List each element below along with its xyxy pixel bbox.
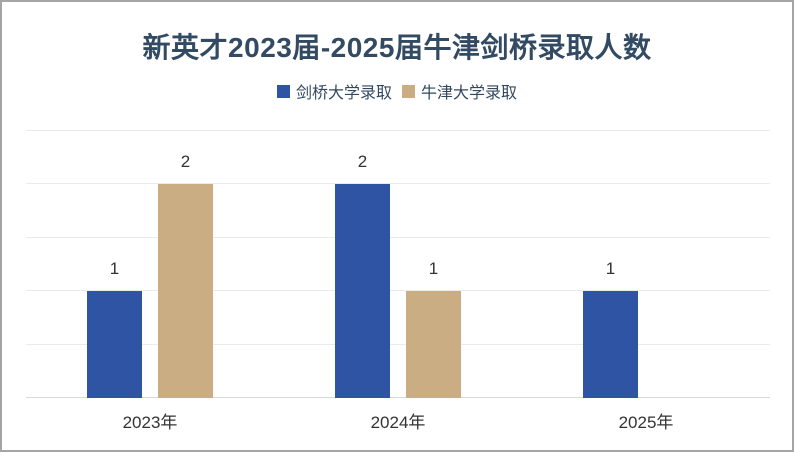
legend-label: 牛津大学录取 xyxy=(421,85,518,102)
legend-swatch-icon xyxy=(402,84,415,98)
bar-value-label: 1 xyxy=(109,259,120,279)
legend-label: 剑桥大学录取 xyxy=(295,85,392,102)
bar-value-label: 1 xyxy=(605,259,616,279)
bar-value-label: 1 xyxy=(428,259,439,279)
bar-value-label: 2 xyxy=(180,152,191,172)
bar-2024年-牛津大学录取[interactable] xyxy=(406,291,461,398)
gridline xyxy=(26,183,770,185)
bar-2024年-剑桥大学录取[interactable] xyxy=(335,184,390,398)
legend-item-1[interactable]: 牛津大学录取 xyxy=(402,79,517,103)
x-axis-label: 2023年 xyxy=(122,413,178,432)
legend-item-0[interactable]: 剑桥大学录取 xyxy=(276,79,392,103)
bar-2023年-牛津大学录取[interactable] xyxy=(158,184,213,398)
plot-area: 1 2 2 1 1 xyxy=(26,130,770,398)
legend-swatch-icon xyxy=(276,84,290,98)
x-axis-label: 2024年 xyxy=(370,413,426,432)
x-axis-line xyxy=(26,397,770,398)
chart-title: 新英才2023届-2025届牛津剑桥录取人数 xyxy=(142,32,652,63)
chart-legend: 剑桥大学录取 牛津大学录取 xyxy=(2,79,792,103)
gridline xyxy=(26,130,770,131)
bar-value-label: 2 xyxy=(357,152,368,172)
gridline xyxy=(26,290,770,292)
x-axis-label: 2025年 xyxy=(618,413,674,432)
gridline xyxy=(26,236,770,238)
bar-2025年-剑桥大学录取[interactable] xyxy=(583,291,638,398)
gridline xyxy=(26,343,770,345)
bar-2023年-剑桥大学录取[interactable] xyxy=(87,291,142,398)
